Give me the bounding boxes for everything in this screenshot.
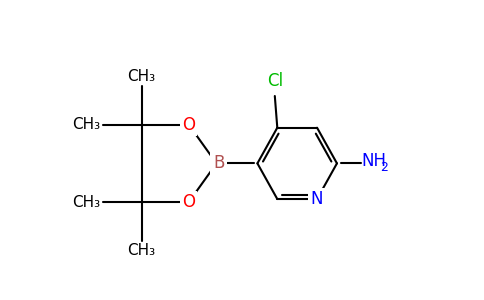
Text: CH₃: CH₃: [127, 243, 156, 258]
Text: CH₃: CH₃: [127, 69, 156, 84]
Text: O: O: [182, 193, 196, 211]
Text: O: O: [182, 116, 196, 134]
Text: Cl: Cl: [267, 72, 283, 90]
Text: B: B: [213, 154, 224, 172]
Text: CH₃: CH₃: [72, 117, 100, 132]
Text: NH: NH: [362, 152, 387, 170]
Text: CH₃: CH₃: [72, 194, 100, 209]
Text: 2: 2: [380, 161, 388, 174]
Text: N: N: [311, 190, 323, 208]
